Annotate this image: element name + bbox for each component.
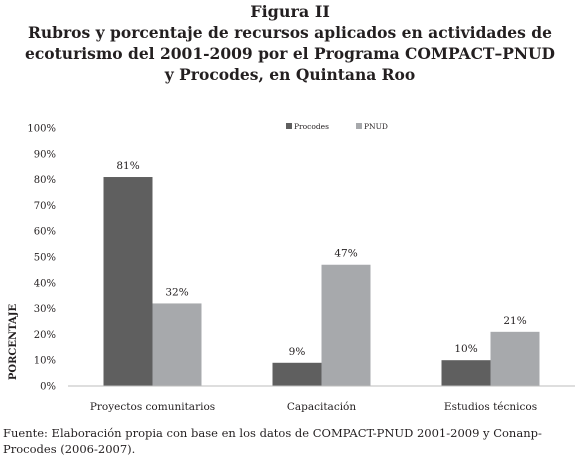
source-program-name: COMPACT-PNUD xyxy=(312,426,414,440)
y-tick-label: 50% xyxy=(34,253,56,264)
y-tick-label: 30% xyxy=(34,304,56,315)
y-tick-label: 60% xyxy=(34,227,56,238)
legend-swatch-procodes xyxy=(286,123,292,129)
bar-pnud xyxy=(321,264,371,386)
x-tick-label: Capacitación xyxy=(287,401,357,413)
source-note: Fuente: Elaboración propia con base en l… xyxy=(3,425,577,457)
y-tick-label: 90% xyxy=(34,149,56,160)
y-tick-label: 10% xyxy=(34,356,56,367)
figure-title: Rubros y porcentaje de recursos aplicado… xyxy=(20,22,560,85)
y-tick-label: 0% xyxy=(40,382,56,393)
source-suffix: 2001-2009 y Conanp-Procodes (2006-2007). xyxy=(3,426,542,456)
data-label: 32% xyxy=(165,286,188,298)
title-text-2: y Procodes, en Quintana Roo xyxy=(164,65,416,84)
legend-label-procodes: Procodes xyxy=(294,122,329,131)
bar-pnud xyxy=(152,303,202,386)
x-axis-ticks: Proyectos comunitarios Capacitación Estudi… xyxy=(90,401,537,413)
source-prefix: Fuente: Elaboración propia con base en l… xyxy=(3,426,310,440)
bar-procodes xyxy=(272,362,322,386)
data-label: 47% xyxy=(334,248,357,260)
y-tick-label: 100% xyxy=(27,124,56,135)
x-tick-label: Estudios técnicos xyxy=(444,401,537,413)
chart-legend: Procodes PNUD xyxy=(286,122,388,131)
y-axis-label: PORCENTAJE xyxy=(8,303,19,380)
data-label: 81% xyxy=(116,160,139,172)
figure-label: Figura II xyxy=(250,2,330,21)
y-tick-label: 80% xyxy=(34,175,56,186)
y-tick-label: 70% xyxy=(34,201,56,212)
bar-procodes xyxy=(103,177,153,386)
y-axis-ticks: 0% 10% 20% 30% 40% 50% 60% 70% 80% 90% 100% xyxy=(27,124,56,393)
title-program-name: COMPACT–PNUD xyxy=(405,44,555,63)
y-tick-label: 40% xyxy=(34,278,56,289)
legend-swatch-pnud xyxy=(356,123,362,129)
legend-label-pnud: PNUD xyxy=(364,122,388,131)
bar-procodes xyxy=(441,360,491,386)
title-text-1: Rubros y porcentaje de recursos aplicado… xyxy=(25,23,552,63)
data-label: 9% xyxy=(289,346,306,358)
bar-chart: 0% 10% 20% 30% 40% 50% 60% 70% 80% 90% 100% PORCEN… xyxy=(8,122,575,413)
data-label: 10% xyxy=(454,343,477,355)
x-tick-label: Proyectos comunitarios xyxy=(90,401,215,413)
bar-group: 81% 32% 9% 47% 10% 21% xyxy=(103,160,540,386)
y-tick-label: 20% xyxy=(34,330,56,341)
data-label: 21% xyxy=(503,315,526,327)
bar-pnud xyxy=(490,331,540,386)
